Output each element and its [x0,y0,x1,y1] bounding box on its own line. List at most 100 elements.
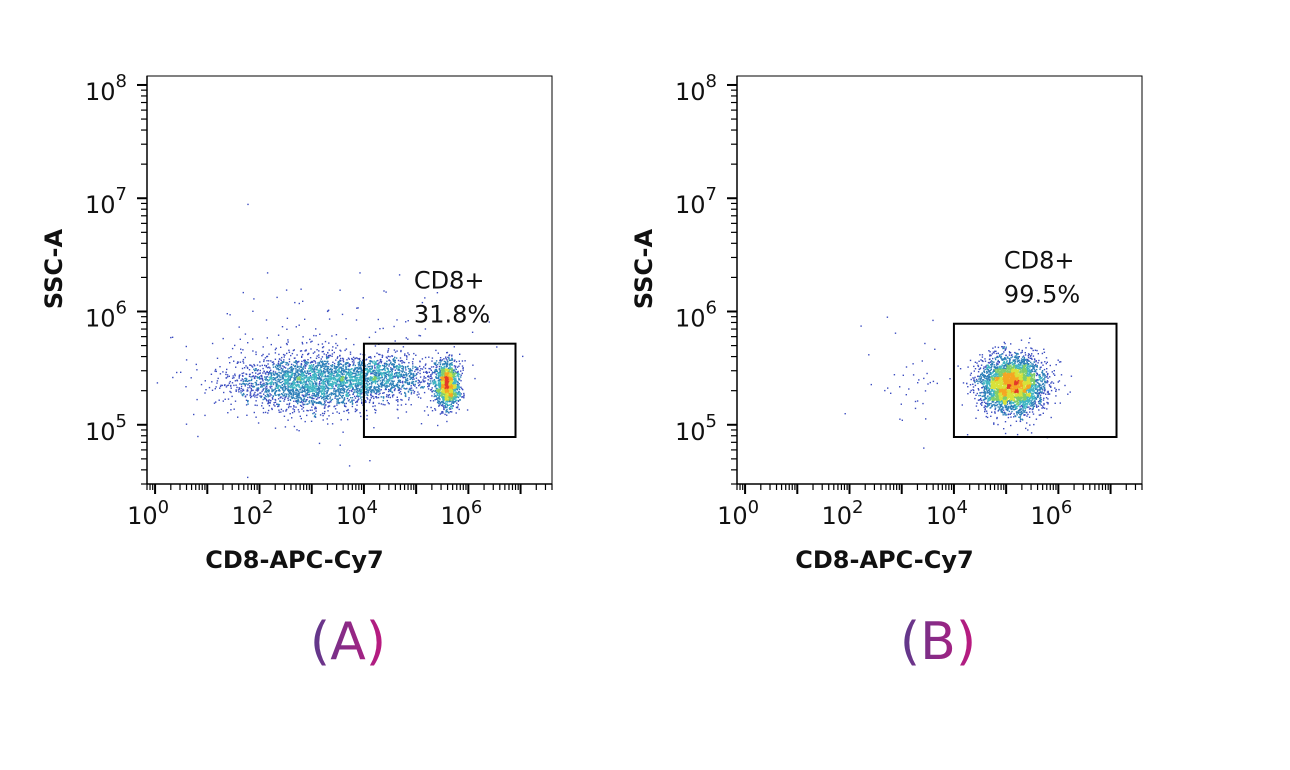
data-point [402,370,404,372]
data-point [352,372,355,374]
data-point [307,394,309,396]
data-point [404,354,406,357]
data-point [291,375,293,378]
data-point [356,385,358,387]
data-point [251,375,254,378]
data-point [217,377,219,380]
data-point [433,395,435,398]
data-point [327,380,330,382]
data-point [285,372,287,375]
data-point [230,391,232,394]
data-point [176,371,178,374]
data-point [308,370,311,373]
data-point [279,400,282,402]
data-point [387,390,390,393]
data-point [225,373,227,376]
data-point [305,372,307,375]
data-point [299,396,301,398]
data-point [453,377,456,379]
data-point [445,386,448,388]
data-point [420,386,423,388]
data-point [397,359,400,362]
data-point [320,364,322,367]
data-point [385,382,387,384]
data-point [284,393,286,395]
data-point [330,367,332,370]
data-point [249,385,251,387]
data-point [310,390,312,393]
data-point [342,400,345,402]
data-point [301,353,304,356]
data-point [366,364,369,366]
data-point [452,389,454,391]
data-point [319,383,321,385]
data-point [244,356,246,359]
data-point [266,393,268,395]
data-point [293,357,296,359]
data-point [293,393,295,395]
data-point [460,380,462,382]
data-point [408,399,410,401]
data-point [383,392,385,394]
data-point [283,366,285,368]
data-point [326,418,328,420]
data-point [373,391,375,393]
data-point [226,368,228,371]
data-point [282,397,284,400]
data-point [294,372,296,375]
data-point [241,375,244,377]
data-point [409,368,411,370]
data-point [351,397,354,399]
data-point [375,372,378,374]
data-point [449,399,452,401]
data-point [381,386,383,388]
data-point [330,401,332,403]
data-point [291,376,293,378]
data-point [280,408,283,411]
data-point [360,369,362,371]
data-point [393,394,395,396]
data-point [443,364,445,366]
data-point [380,396,382,398]
data-point [279,390,281,392]
data-point [445,403,447,406]
data-point [420,397,422,399]
data-point [442,405,445,407]
data-point [269,382,271,384]
data-point [306,363,308,366]
data-point [353,375,356,378]
data-point [391,383,393,386]
data-point [235,384,237,386]
data-point [274,399,277,401]
data-point [287,385,289,387]
data-point [315,383,318,385]
data-point [239,338,241,340]
data-point [402,346,405,348]
data-point [298,365,300,368]
data-point [297,396,300,398]
data-point [294,383,296,386]
data-point [447,373,449,376]
data-point [289,379,291,381]
data-point [331,373,333,375]
data-point [459,394,461,396]
data-point [456,407,459,409]
data-point [283,383,285,385]
data-point [330,399,332,401]
data-point [323,364,326,366]
data-point [472,364,474,366]
data-point [253,411,255,414]
data-point [371,367,373,369]
data-point [409,387,411,390]
data-point [436,394,438,396]
data-point [244,380,246,382]
data-point [427,379,429,381]
data-point [318,350,320,352]
data-point [311,384,313,386]
data-point [300,375,303,377]
data-point [316,371,318,374]
data-point [273,378,276,380]
data-point [457,384,459,386]
data-point [305,382,307,384]
data-point [350,371,352,374]
